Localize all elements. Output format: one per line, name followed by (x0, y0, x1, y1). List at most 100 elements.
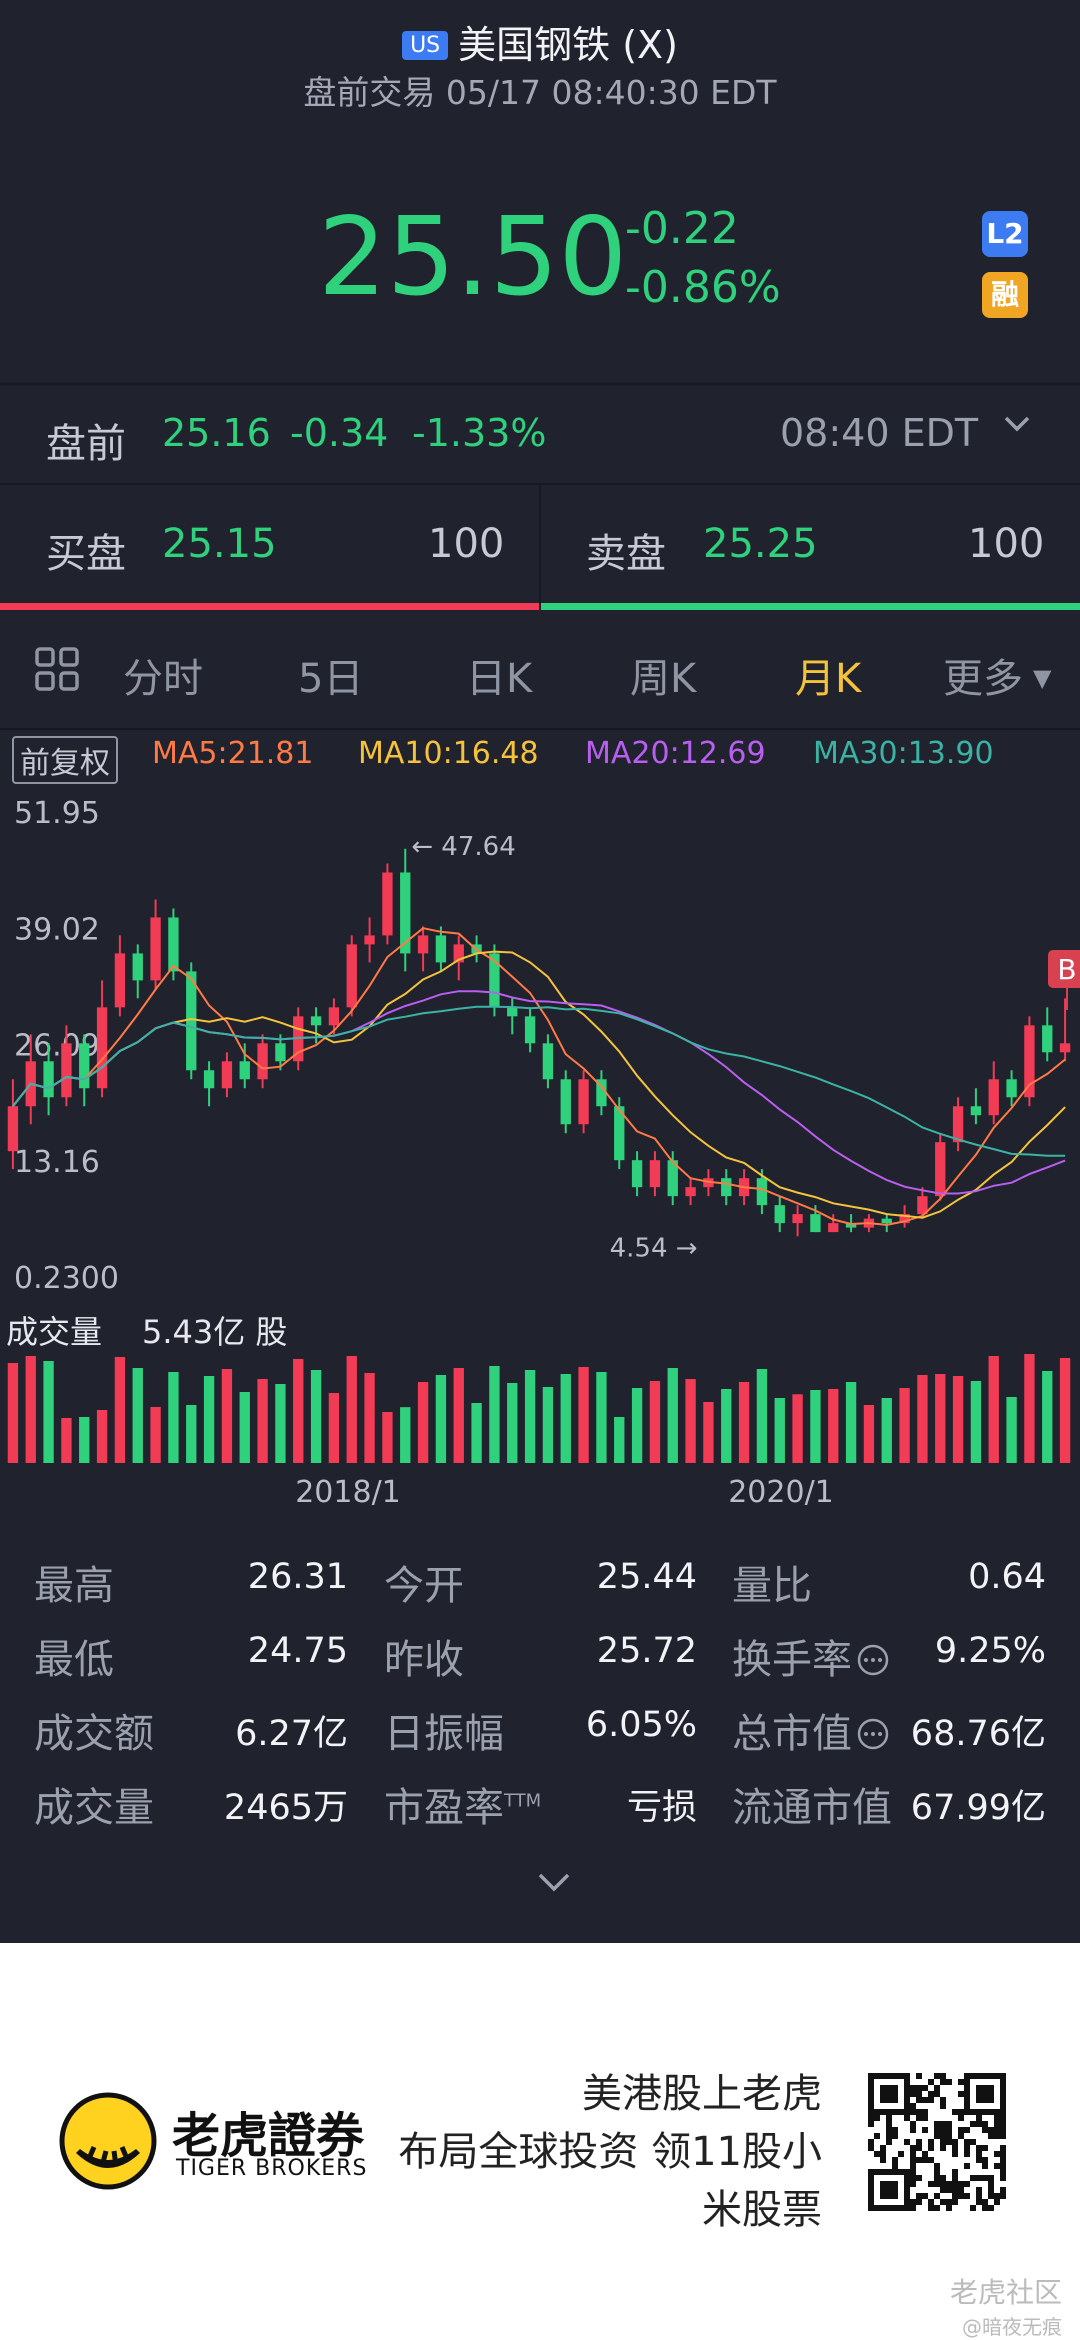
candle-body (1042, 1025, 1053, 1053)
candle-body (917, 1196, 928, 1215)
volume-bar (935, 1374, 946, 1463)
volume-bar (792, 1394, 803, 1463)
volume-bar (239, 1392, 250, 1463)
bid-volume-bar (0, 603, 539, 610)
ask-price: 25.25 (703, 521, 818, 567)
premarket-row[interactable]: 盘前 25.16 -0.34 -1.33% 08:40 EDT (0, 385, 1080, 483)
ask-volume-bar (541, 603, 1080, 610)
candle-body (560, 1079, 571, 1125)
volume-bar (1006, 1397, 1017, 1463)
volume-bar (828, 1389, 839, 1463)
ma-line (12, 950, 1066, 1219)
tab-5day[interactable]: 5日 (298, 656, 364, 702)
volume-bar (61, 1418, 72, 1463)
caret-down-icon: ▼ (1033, 664, 1052, 692)
candle-body (774, 1205, 785, 1224)
stat-label: 今开 (384, 1553, 464, 1611)
candle-body (952, 1106, 964, 1143)
candle-body (168, 917, 179, 972)
info-icon[interactable] (852, 1637, 890, 1683)
volume-bar (382, 1412, 393, 1463)
volume-bar (150, 1407, 161, 1463)
candle-body (649, 1160, 661, 1188)
candle-body (970, 1106, 982, 1116)
ma-line (12, 927, 1066, 1226)
volume-bar (489, 1366, 500, 1463)
volume-bar (435, 1375, 447, 1463)
volume-bar (417, 1382, 429, 1463)
volume-bar (988, 1356, 999, 1463)
promo-banner[interactable]: 老虎證券 TIGER BROKERS 美港股上老虎 布局全球投资 领11股小 米… (0, 1943, 1080, 2340)
ma20-value: MA20:12.69 (585, 736, 766, 771)
candle-body (828, 1223, 839, 1233)
expand-chevron-icon[interactable] (536, 1870, 572, 1898)
stat-value: 67.99亿 (910, 1788, 1046, 1828)
volume-bar (221, 1369, 233, 1463)
volume-bar (756, 1369, 768, 1463)
volume-bar (560, 1374, 571, 1463)
candle-body (542, 1043, 554, 1080)
volume-bar (507, 1383, 518, 1463)
watermark-user: @暗夜无痕 (962, 2315, 1062, 2339)
candle-body (43, 1061, 54, 1098)
volume-bar (132, 1368, 143, 1463)
stat-label: 成交额 (34, 1701, 154, 1759)
candle-body (667, 1160, 678, 1197)
adjust-toggle[interactable]: 前复权 (12, 736, 118, 784)
grid-icon[interactable] (34, 646, 82, 704)
stat-label-text: 今开 (384, 1563, 464, 1609)
tab-monthly-k[interactable]: 月K (795, 656, 862, 702)
price-change: -0.22 (625, 203, 739, 254)
pe-ttm-sup: TTM (504, 1790, 542, 1812)
market-badge: US (402, 31, 449, 60)
volume-bar (400, 1407, 411, 1463)
stat-value: 6.05% (585, 1705, 697, 1745)
margin-badge[interactable]: 融 (982, 272, 1028, 318)
stat-label-text: 日振幅 (384, 1711, 504, 1757)
volume-value: 5.43亿 股 (142, 1313, 287, 1351)
volume-bar (881, 1398, 892, 1463)
volume-bar (952, 1376, 964, 1463)
stat-value: 26.31 (247, 1557, 348, 1597)
y-tick-label: 0.2300 (14, 1261, 119, 1296)
stat-label-text: 最高 (34, 1563, 114, 1609)
volume-bar (96, 1410, 108, 1463)
volume-bar (257, 1379, 268, 1463)
candle-body (881, 1218, 892, 1224)
chevron-down-icon[interactable] (1000, 405, 1034, 449)
volume-bar (845, 1382, 857, 1463)
premarket-change-pct: -1.33% (412, 411, 547, 455)
stat-label: 成交量 (34, 1775, 154, 1833)
candle-body (132, 953, 143, 981)
candle-body (453, 944, 464, 963)
low-annotation: 4.54 → (610, 1233, 698, 1263)
tab-weekly-k[interactable]: 周K (630, 656, 697, 702)
volume-bar (649, 1381, 661, 1463)
stat-value: 24.75 (247, 1631, 348, 1671)
volume-bar (346, 1356, 357, 1463)
info-icon[interactable] (852, 1711, 890, 1757)
stat-value: 0.64 (968, 1557, 1046, 1597)
candle-body (792, 1214, 803, 1224)
level2-badge[interactable]: L2 (982, 211, 1028, 257)
volume-bar (186, 1405, 197, 1463)
stat-label: 流通市值 (732, 1775, 892, 1833)
volume-bar (970, 1381, 982, 1463)
tab-intraday[interactable]: 分时 (123, 656, 203, 702)
x-tick-label: 2018/1 (295, 1475, 401, 1510)
tab-daily-k[interactable]: 日K (466, 656, 533, 702)
buy-marker (1048, 950, 1080, 988)
stat-label: 最低 (34, 1627, 114, 1685)
candle-body (596, 1079, 607, 1107)
ask-label: 卖盘 (586, 531, 666, 577)
volume-bar (471, 1403, 482, 1463)
watermark-text: 老虎社区 (950, 2276, 1063, 2309)
stat-label-text: 总市值 (732, 1711, 852, 1757)
high-annotation: ← 47.64 (411, 832, 515, 862)
tab-more[interactable]: 更多 ▼ (943, 646, 1051, 704)
price-change-pct: -0.86% (625, 262, 781, 313)
volume-bar (328, 1393, 340, 1463)
candle-body (988, 1079, 999, 1116)
candle-body (239, 1061, 250, 1080)
